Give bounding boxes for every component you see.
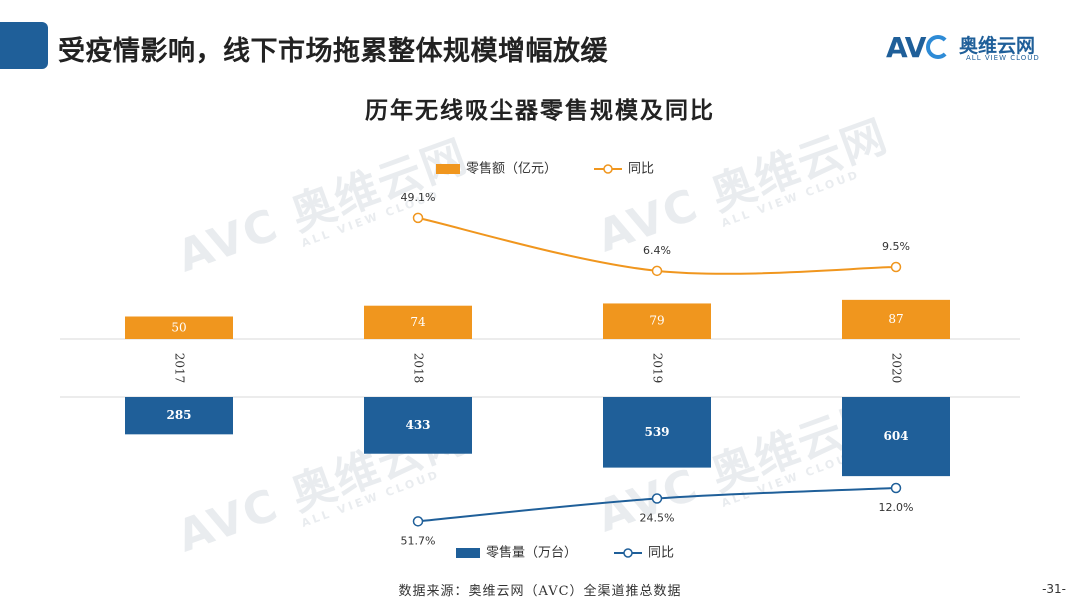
logo-mark: AV	[886, 31, 951, 64]
yoy-volume-point	[412, 516, 424, 527]
brand-logo: AV 奥维云网 ALL VIEW CLOUD	[886, 31, 1046, 71]
legend-bottom-bar-swatch	[456, 548, 480, 558]
legend-bottom-bar-label: 零售量（万台）	[486, 545, 577, 561]
bar-retail-volume	[603, 397, 711, 468]
title-accent-bar	[0, 22, 48, 69]
logo-chinese-name: 奥维云网	[959, 35, 1036, 57]
bar-retail-amount	[125, 316, 233, 339]
legend-top-bar-swatch	[436, 164, 460, 174]
bar-retail-amount	[603, 303, 711, 339]
yoy-volume-point	[651, 493, 663, 504]
legend-top-line-swatch-point	[603, 164, 613, 174]
bar-label-retail-volume: 539	[644, 425, 669, 439]
yoy-volume-label: 12.0%	[879, 501, 914, 514]
bar-retail-amount	[842, 299, 950, 339]
bar-label-retail-amount: 50	[171, 320, 186, 334]
yoy-volume-label: 51.7%	[401, 534, 436, 547]
bar-retail-volume	[125, 397, 233, 435]
page-number: -31-	[1042, 582, 1066, 596]
yoy-amount-point	[412, 212, 424, 224]
bar-label-retail-amount: 74	[410, 315, 426, 329]
page-title: 受疫情影响，线下市场拖累整体规模增幅放缓	[58, 36, 608, 67]
bar-label-retail-volume: 285	[166, 408, 191, 422]
bar-retail-volume	[842, 397, 950, 477]
x-tick-label: 2018	[412, 353, 426, 384]
yoy-amount-point	[890, 261, 902, 273]
logo-ring-icon	[926, 35, 951, 59]
legend-bottom-line-swatch-point	[623, 548, 633, 558]
bar-label-retail-amount: 87	[888, 312, 903, 326]
x-tick-label: 2019	[651, 353, 665, 384]
yoy-volume-point	[890, 482, 902, 494]
legend-bottom-line-label: 同比	[648, 546, 674, 561]
x-tick-label: 2017	[173, 353, 187, 384]
yoy-amount-label: 49.1%	[401, 191, 436, 204]
yoy-amount-point	[651, 265, 663, 277]
bar-label-retail-volume: 433	[405, 418, 430, 432]
bar-retail-volume	[364, 397, 472, 454]
chart-title: 历年无线吸尘器零售规模及同比	[365, 97, 715, 124]
bar-label-retail-amount: 79	[649, 314, 664, 328]
logo-english-name: ALL VIEW CLOUD	[966, 54, 1040, 62]
bar-label-retail-volume: 604	[883, 429, 908, 443]
bar-retail-amount	[364, 305, 472, 339]
yoy-volume-label: 24.5%	[640, 512, 675, 525]
legend-top-line-label: 同比	[628, 162, 654, 177]
yoy-amount-label: 6.4%	[643, 244, 671, 257]
source-note: 数据来源：奥维云网（AVC）全渠道推总数据	[398, 584, 682, 599]
x-tick-label: 2020	[890, 353, 904, 384]
yoy-amount-label: 9.5%	[882, 240, 910, 253]
legend-top-bar-label: 零售额（亿元）	[466, 161, 557, 177]
